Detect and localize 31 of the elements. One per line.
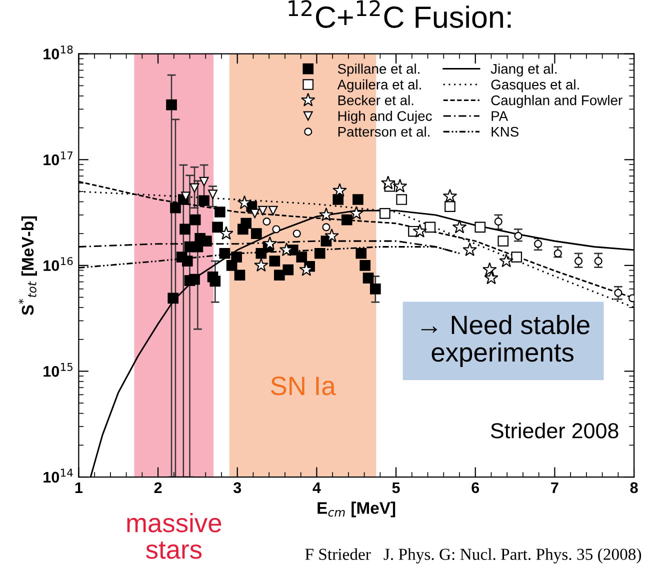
x-tick-label: 7	[551, 482, 558, 493]
legend-label: Becker et al.	[338, 95, 414, 106]
legend-label: KNS	[492, 126, 518, 137]
chart-title: $^{12}$C+$^{12}$C Fusion:	[288, 0, 511, 28]
y-tick-label: 10$^{15}$	[44, 363, 72, 377]
legend-label: Jiang et al.	[490, 64, 556, 77]
x-tick-label: 2	[154, 482, 162, 493]
legend-label: Aguilera et al.	[337, 79, 421, 92]
y-tick-label: 10$^{14}$	[44, 468, 73, 483]
legend-label: Spillane et al.	[338, 64, 420, 77]
legend-label: PA	[492, 111, 508, 121]
y-tick-label: 10$^{18}$	[44, 45, 73, 60]
y-tick-label: 10$^{16}$	[44, 257, 73, 272]
x-tick-label: 4	[312, 482, 321, 493]
band-label: massive stars	[127, 512, 222, 559]
x-tick-label: 1	[75, 482, 83, 493]
y-axis-title: S$^{*}$$_{tot}$ [MeV-b]	[18, 216, 37, 316]
legend-label: Gasques et al.	[491, 79, 579, 92]
legend-label: Caughlan and Fowler	[491, 95, 622, 108]
x-tick-label: 8	[630, 482, 638, 494]
x-tick-label: 5	[392, 482, 400, 494]
x-tick-label: 3	[233, 482, 242, 494]
annotation: Strieder 2008	[490, 422, 618, 438]
legend-label: Patterson et al.	[338, 126, 430, 137]
text: F Strieder J. Phys. G: Nucl. Part. Phys. 35 (2008)	[305, 548, 642, 564]
annotation: → Need stable experiments	[421, 314, 590, 367]
band-label: SN Ia	[271, 376, 336, 396]
y-tick-label: 10$^{17}$	[44, 151, 72, 166]
legend-label: High and Cujec	[338, 110, 432, 124]
x-axis-title: E$_{cm}$ [MeV]	[318, 502, 396, 518]
x-tick-label: 6	[472, 482, 480, 494]
